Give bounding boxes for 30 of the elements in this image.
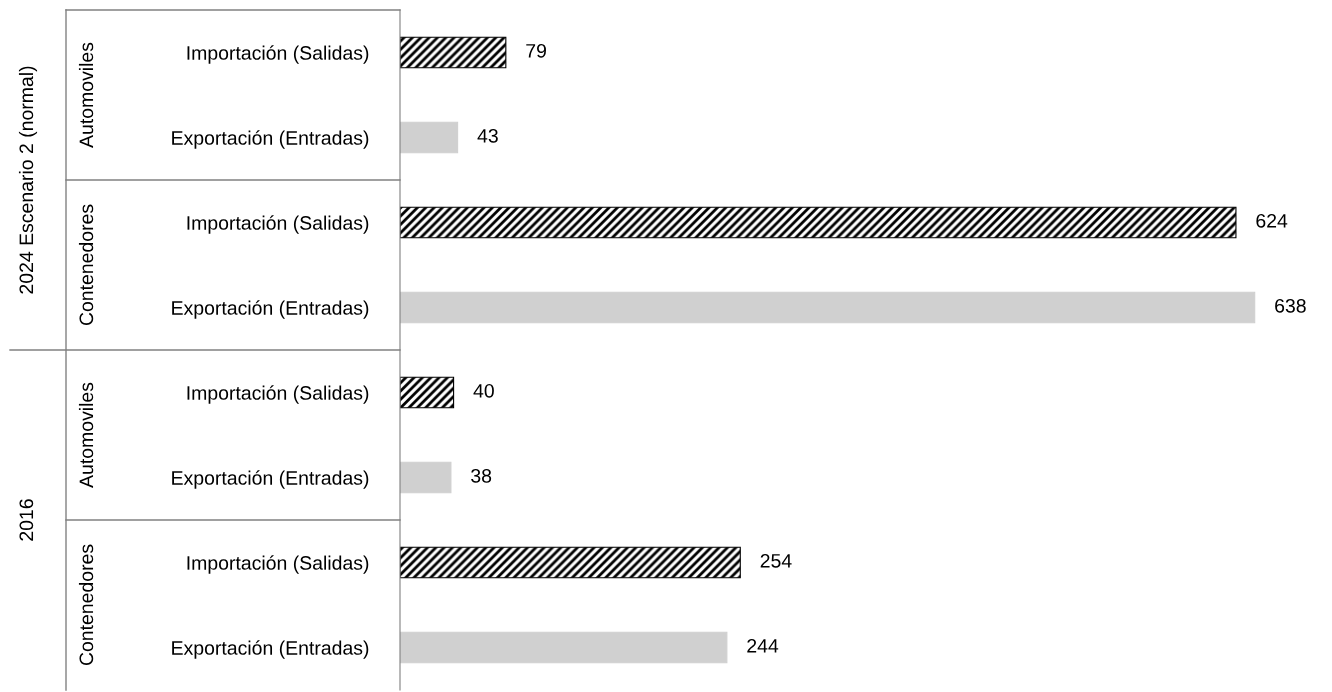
- bar: [400, 461, 452, 494]
- bar: [400, 206, 1237, 239]
- data-label: 638: [1275, 298, 1306, 313]
- bar: [400, 291, 1256, 324]
- y-tick-label: Exportación (Entradas): [172, 300, 369, 319]
- y-tick-label: Importación (Salidas): [187, 215, 369, 234]
- y-tick-label: Exportación (Entradas): [172, 640, 369, 659]
- bar: [400, 376, 455, 409]
- y-tick-label: Exportación (Entradas): [172, 470, 369, 489]
- y-tick-label: Importación (Salidas): [187, 385, 369, 404]
- bar: [400, 121, 459, 154]
- data-label: 254: [760, 553, 792, 568]
- text: Contenedores: [78, 544, 94, 666]
- text: Automoviles: [78, 382, 94, 488]
- data-label: 40: [473, 383, 494, 398]
- data-label: 38: [471, 468, 492, 483]
- text: 2024 Escenario 2 (normal): [18, 66, 38, 294]
- data-label: 244: [747, 638, 779, 653]
- y-tick-label: Exportación (Entradas): [172, 130, 369, 149]
- text: Automoviles: [78, 42, 94, 148]
- bar: [400, 546, 741, 579]
- y-tick-label: Importación (Salidas): [187, 555, 369, 574]
- bar: [400, 36, 507, 69]
- text: Contenedores: [78, 204, 94, 326]
- bar: [400, 631, 728, 664]
- y-tick-label: Importación (Salidas): [187, 45, 369, 64]
- data-label: 43: [477, 128, 498, 143]
- data-label: 79: [526, 43, 546, 58]
- text: 2016: [19, 499, 34, 541]
- data-label: 624: [1256, 213, 1288, 228]
